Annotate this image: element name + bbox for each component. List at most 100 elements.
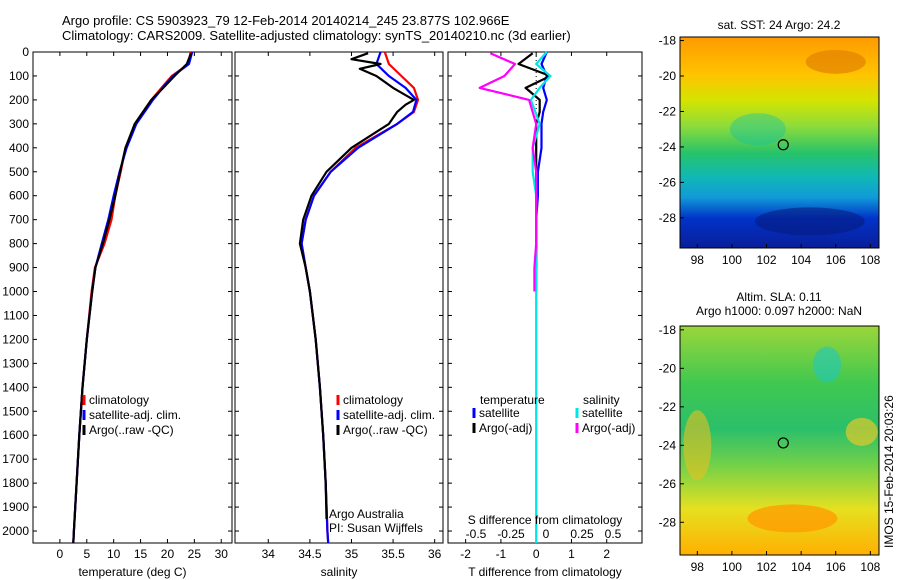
y-tick-label: 300 [9, 117, 29, 131]
map-y-tick-label: -18 [659, 34, 677, 48]
sla-low-blob [813, 346, 841, 382]
map-x-tick-label: 108 [860, 560, 880, 574]
x-tick-label-1: 36 [428, 547, 442, 561]
y-tick-label: 1800 [2, 476, 29, 490]
map-y-tick-label: -24 [659, 438, 677, 452]
y-tick-label: 1200 [2, 332, 29, 346]
legend-entry-1-0-label: climatology [343, 393, 403, 407]
x-tick-label-2: 0 [533, 547, 540, 561]
y-tick-label: 800 [9, 237, 29, 251]
map-y-tick-label: -28 [659, 515, 677, 529]
series-line-0 [73, 53, 191, 543]
x-tick-label-2: -1 [496, 547, 507, 561]
map-x-tick-label: 98 [691, 560, 705, 574]
plot-frame-2 [448, 52, 642, 543]
legend-entry-0-1-label: satellite-adj. clim. [89, 408, 181, 422]
map-title-sst: sat. SST: 24 Argo: 24.2 [718, 18, 841, 32]
x-axis-label-2: T difference from climatology [468, 565, 622, 579]
sst-teal-blob [730, 113, 786, 145]
map-y-tick-label: -18 [659, 323, 677, 337]
y-tick-label: 1400 [2, 380, 29, 394]
x-tick-label-0: 5 [83, 547, 90, 561]
map-x-tick-label: 106 [826, 560, 846, 574]
series-line-1 [302, 52, 417, 543]
map-x-tick-label: 104 [791, 253, 811, 267]
x-tick-label-0: 10 [107, 547, 121, 561]
map-x-tick-label: 102 [757, 560, 777, 574]
y-tick-label: 1700 [2, 452, 29, 466]
x-axis-label-1: salinity [321, 565, 358, 579]
plot-frame-1 [235, 52, 443, 543]
legend-temp-sat-label: satellite [479, 406, 520, 420]
y-tick-label: 1600 [2, 428, 29, 442]
map-x-tick-label: 106 [826, 253, 846, 267]
series-line-1 [302, 52, 418, 543]
y-tick-label: 400 [9, 141, 29, 155]
y-tick-label: 1000 [2, 285, 29, 299]
y-tick-label: 100 [9, 69, 29, 83]
map-x-tick-label: 98 [691, 253, 705, 267]
map-y-tick-label: -28 [659, 211, 677, 225]
map-y-tick-label: -20 [659, 69, 677, 83]
y-tick-label: 1100 [3, 308, 29, 322]
map-title-sla-1: Altim. SLA: 0.11 [736, 290, 821, 304]
legend-header-temperature: temperature [480, 393, 545, 407]
x-tick-label-top: -0.5 [466, 527, 487, 541]
legend-entry-0-2-label: Argo(..raw -QC) [89, 423, 174, 437]
map-x-tick-label: 102 [757, 253, 777, 267]
sst-cold-blob [755, 207, 865, 235]
map-y-tick-label: -24 [659, 140, 677, 154]
sla-west-blob [683, 410, 711, 480]
x-tick-label-0: 20 [161, 547, 175, 561]
x-tick-label-1: 34 [262, 547, 276, 561]
map-y-tick-label: -26 [659, 175, 677, 189]
sst-warm-blob [806, 50, 866, 74]
x-tick-label-2: 2 [603, 547, 610, 561]
figure-canvas: 0 5 10 15 20 25 30temperature (deg C)climatolo… [0, 0, 900, 580]
annotation-pi: PI: Susan Wijffels [329, 521, 423, 535]
x-tick-label-2: -2 [460, 547, 471, 561]
y-tick-label: 1500 [2, 404, 29, 418]
x-tick-label-top: -0.25 [497, 527, 525, 541]
x-tick-label-1: 35 [345, 547, 359, 561]
legend-entry-1-2-label: Argo(..raw -QC) [343, 423, 428, 437]
x-axis-label-0: temperature (deg C) [78, 565, 186, 579]
x-tick-label-top: 0 [543, 527, 550, 541]
legend-temp-argo-label: Argo(-adj) [479, 421, 532, 435]
map-y-tick-label: -26 [659, 477, 677, 491]
legend-sal-sat-label: satellite [582, 406, 623, 420]
y-tick-label: 1900 [2, 500, 29, 514]
map-y-tick-label: -20 [659, 361, 677, 375]
series-line-2 [536, 52, 547, 292]
annotation-argo-australia: Argo Australia [329, 507, 404, 521]
x-tick-label-0: 0 [57, 547, 64, 561]
map-x-tick-label: 108 [860, 253, 880, 267]
x-tick-label-1: 35.5 [381, 547, 405, 561]
map-x-tick-label: 100 [722, 560, 742, 574]
map-title-sla-2: Argo h1000: 0.097 h2000: NaN [696, 304, 862, 318]
legend-header-salinity: salinity [583, 393, 620, 407]
y-tick-label: 200 [9, 93, 29, 107]
imos-timestamp: IMOS 15-Feb-2014 20:03:26 [882, 395, 896, 548]
map-x-tick-label: 100 [722, 253, 742, 267]
x-tick-label-2: 1 [568, 547, 575, 561]
map-y-tick-label: -22 [659, 104, 677, 118]
x-axis-label-top: S difference from climatology [468, 513, 623, 527]
y-tick-label: 500 [9, 165, 29, 179]
sla-high-blob [747, 504, 837, 532]
x-tick-label-0: 15 [134, 547, 148, 561]
legend-entry-1-1-label: satellite-adj. clim. [343, 408, 435, 422]
x-tick-label-top: 0.25 [570, 527, 594, 541]
y-tick-label: 0 [22, 45, 29, 59]
y-tick-label: 2000 [2, 524, 29, 538]
y-tick-label: 1300 [2, 356, 29, 370]
x-tick-label-top: 0.5 [605, 527, 622, 541]
x-tick-label-1: 34.5 [298, 547, 322, 561]
x-tick-label-0: 25 [188, 547, 202, 561]
y-tick-label: 900 [9, 261, 29, 275]
map-y-tick-label: -22 [659, 400, 677, 414]
legend-entry-0-0-label: climatology [89, 393, 149, 407]
sla-east-blob [846, 418, 878, 446]
plot-frame-0 [33, 52, 232, 543]
y-tick-label: 700 [9, 213, 29, 227]
